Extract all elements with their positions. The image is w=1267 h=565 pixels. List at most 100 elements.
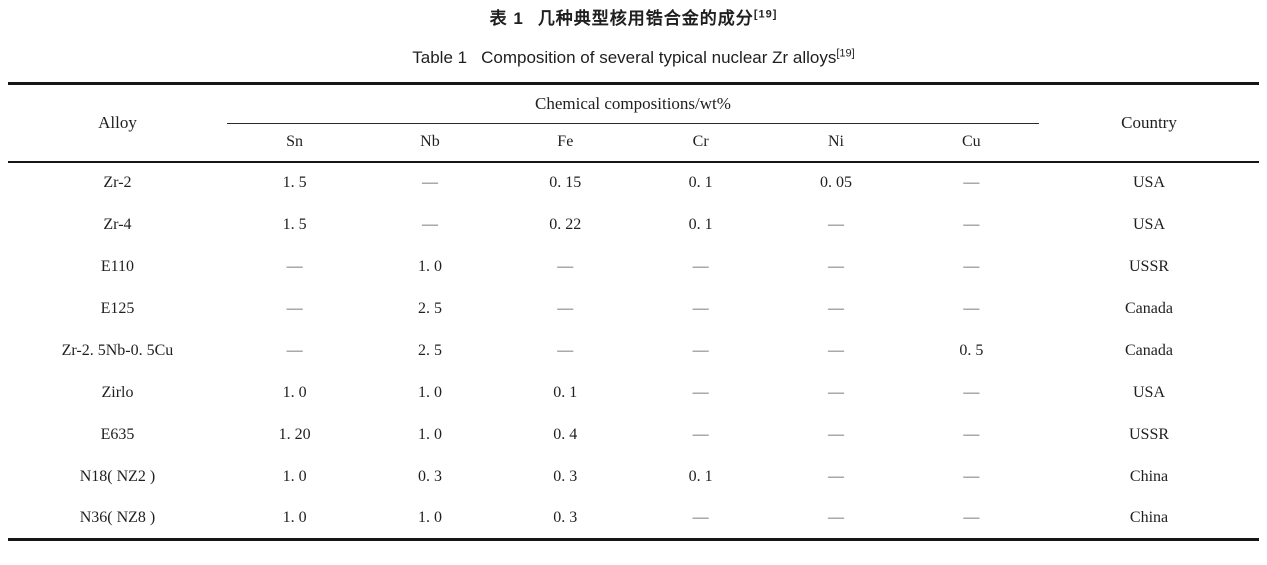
composition-cell: — — [963, 508, 980, 526]
table-header: Alloy Chemical compositions/wt% Country … — [8, 83, 1259, 163]
composition-cell: 0. 15 — [549, 174, 582, 191]
table-body: Zr-2 1. 5 — 0. 15 0. 1 0. 05 — USA Zr-4 1. 5 — 0. 2… — [8, 162, 1259, 540]
composition-cell: — — [963, 425, 980, 443]
composition-cell: — — [963, 215, 980, 233]
table-row: Zirlo 1. 0 1. 0 0. 1 — — — USA — [8, 372, 1259, 414]
composition-cell: — — [692, 425, 709, 443]
composition-cell: — — [692, 257, 709, 275]
column-header-country: Country — [1039, 83, 1259, 163]
composition-cell: 1. 0 — [282, 383, 307, 401]
table-row: N36( NZ8 ) 1. 0 1. 0 0. 3 — — — China — [8, 498, 1259, 540]
composition-cell: 0. 5 — [959, 341, 984, 359]
zr-alloys-table: Alloy Chemical compositions/wt% Country … — [8, 82, 1259, 541]
composition-cell: — — [827, 508, 844, 526]
composition-cell: 1. 20 — [278, 425, 311, 443]
composition-cell: 1. 0 — [417, 508, 442, 526]
composition-cell: — — [286, 257, 303, 275]
alloy-cell: E110 — [100, 257, 135, 275]
composition-cell: 1. 0 — [282, 467, 307, 485]
composition-cell: 1. 5 — [282, 215, 307, 233]
table-row: E125 — 2. 5 — — — — Canada — [8, 288, 1259, 330]
column-group-header-compositions: Chemical compositions/wt% — [226, 83, 1039, 124]
table-row: Zr-2. 5Nb-0. 5Cu — 2. 5 — — — 0. 5 Canada — [8, 330, 1259, 372]
composition-cell: 0. 1 — [553, 383, 578, 401]
composition-cell: — — [692, 299, 709, 317]
composition-cell: — — [963, 467, 980, 485]
alloy-cell: Zr-2. 5Nb-0. 5Cu — [61, 341, 174, 359]
composition-cell: 1. 5 — [282, 174, 307, 191]
country-cell: USSR — [1128, 257, 1170, 275]
composition-cell: 0. 1 — [688, 174, 713, 191]
table-caption-en-label: Table 1 — [412, 48, 468, 67]
composition-cell: — — [421, 215, 438, 233]
composition-cell: 0. 1 — [688, 215, 713, 233]
composition-cell: 1. 0 — [417, 257, 442, 275]
column-header-sn: Sn — [226, 123, 363, 163]
composition-cell: 0. 22 — [549, 215, 582, 233]
composition-cell: — — [827, 215, 844, 233]
alloy-cell: N18( NZ2 ) — [79, 467, 156, 485]
alloy-cell: N36( NZ8 ) — [79, 508, 156, 526]
composition-cell: — — [557, 257, 574, 275]
composition-cell: 0. 1 — [688, 467, 713, 485]
alloy-cell: E635 — [100, 425, 135, 443]
country-cell: USSR — [1128, 425, 1170, 443]
table-row: N18( NZ2 ) 1. 0 0. 3 0. 3 0. 1 — — China — [8, 456, 1259, 498]
country-cell: China — [1129, 467, 1169, 485]
alloy-cell: Zr-2 — [103, 174, 132, 191]
column-header-fe: Fe — [497, 123, 633, 163]
country-cell: China — [1129, 508, 1169, 526]
composition-cell: — — [827, 299, 844, 317]
country-cell: USA — [1132, 383, 1165, 401]
table-caption-zh-label: 表 1 — [489, 9, 524, 28]
table-row: E635 1. 20 1. 0 0. 4 — — — USSR — [8, 414, 1259, 456]
table-caption-en-ref: [19] — [836, 47, 855, 60]
composition-cell: — — [827, 257, 844, 275]
country-cell: USA — [1132, 174, 1165, 191]
composition-cell: — — [963, 299, 980, 317]
composition-cell: 0. 3 — [417, 467, 442, 485]
alloy-cell: Zr-4 — [103, 215, 132, 233]
composition-cell: 2. 5 — [417, 299, 442, 317]
composition-cell: — — [827, 467, 844, 485]
composition-cell: 0. 05 — [819, 174, 852, 191]
composition-cell: — — [963, 257, 980, 275]
table-caption-zh-ref: [19] — [753, 8, 778, 21]
composition-cell: 2. 5 — [417, 341, 442, 359]
composition-cell: — — [827, 425, 844, 443]
column-header-ni: Ni — [768, 123, 904, 163]
table-row: Zr-2 1. 5 — 0. 15 0. 1 0. 05 — USA — [8, 162, 1259, 204]
country-cell: USA — [1132, 215, 1165, 233]
composition-cell: — — [692, 341, 709, 359]
composition-cell: — — [827, 383, 844, 401]
country-cell: Canada — [1125, 299, 1173, 317]
table-caption-en: Table 1 Composition of several typical nu… — [0, 47, 1267, 69]
country-cell: Canada — [1125, 341, 1173, 359]
composition-cell: — — [557, 341, 574, 359]
composition-cell: 0. 3 — [553, 467, 578, 485]
composition-cell: 0. 4 — [553, 425, 578, 443]
composition-cell: — — [421, 174, 438, 191]
composition-cell: — — [286, 341, 303, 359]
column-header-alloy: Alloy — [8, 83, 227, 163]
composition-cell: 1. 0 — [282, 508, 307, 526]
table-caption-en-text: Composition of several typical nuclear Z… — [481, 48, 837, 67]
column-header-nb: Nb — [362, 123, 498, 163]
composition-cell: — — [827, 341, 844, 359]
composition-cell: — — [963, 174, 980, 191]
table-row: Zr-4 1. 5 — 0. 22 0. 1 — — USA — [8, 204, 1259, 246]
composition-cell: 0. 3 — [553, 508, 578, 526]
alloy-cell: E125 — [100, 299, 135, 317]
column-header-cu: Cu — [903, 123, 1039, 163]
composition-cell: 1. 0 — [417, 425, 442, 443]
paper-page: 表 1 几种典型核用锆合金的成分[19] Table 1 Composition o… — [0, 8, 1267, 565]
alloy-cell: Zirlo — [101, 383, 134, 401]
composition-cell: — — [692, 508, 709, 526]
composition-cell: — — [692, 383, 709, 401]
table-caption-zh-text: 几种典型核用锆合金的成分 — [537, 9, 754, 28]
composition-cell: — — [286, 299, 303, 317]
composition-cell: — — [963, 383, 980, 401]
column-header-cr: Cr — [632, 123, 769, 163]
table-caption-zh: 表 1 几种典型核用锆合金的成分[19] — [0, 8, 1267, 30]
composition-cell: 1. 0 — [417, 383, 442, 401]
